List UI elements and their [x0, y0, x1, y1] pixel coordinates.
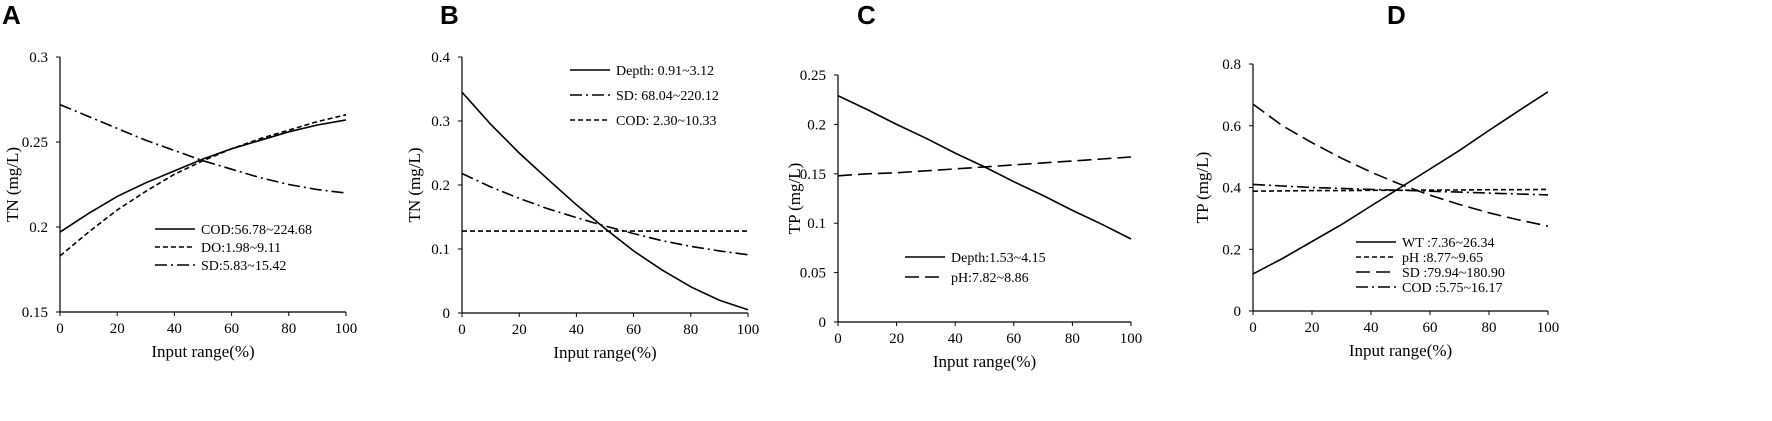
legend-label-3: SD:5.83~15.42 [201, 259, 286, 274]
x-tick-label: 80 [1482, 320, 1497, 336]
legend-label-1: COD:56.78~224.68 [201, 223, 312, 238]
y-tick-label: 0.2 [431, 178, 450, 194]
x-tick-label: 60 [1006, 331, 1021, 347]
legend-label-3: SD :79.94~180.90 [1402, 266, 1505, 281]
x-tick-label: 100 [1537, 320, 1560, 336]
x-tick-label: 40 [1364, 320, 1379, 336]
series-line-2 [837, 156, 1132, 177]
series-line-3 [59, 103, 347, 194]
y-tick-label: 0.05 [800, 266, 826, 282]
x-tick-label: 20 [1305, 320, 1320, 336]
x-tick-label: 40 [167, 321, 182, 337]
legend-label-3: COD: 2.30~10.33 [616, 114, 717, 129]
panel-letter-d: D [1387, 0, 1406, 30]
x-tick-label: 0 [834, 331, 842, 347]
y-tick-label: 0.3 [431, 114, 450, 130]
x-axis-title: Input range(%) [1349, 341, 1452, 360]
panel-letter-a: A [2, 0, 21, 30]
x-tick-label: 0 [1249, 320, 1257, 336]
y-tick-label: 0.2 [29, 220, 48, 236]
panel-letter-c: C [857, 0, 876, 30]
x-tick-label: 40 [569, 322, 584, 338]
x-tick-label: 100 [737, 322, 760, 338]
y-tick-label: 0.1 [807, 216, 826, 232]
x-axis-title: Input range(%) [553, 343, 656, 362]
y-tick-label: 0.15 [22, 305, 48, 321]
chart-panel-a: 0 20 40 60 80 100 0.15 0.2 0.25 0.3 Input range(%)… [3, 50, 357, 361]
y-tick-label: 0.4 [431, 50, 450, 66]
y-tick-label: 0.4 [1222, 181, 1241, 197]
x-axis-title: Input range(%) [151, 342, 254, 361]
legend-label-1: Depth:1.53~4.15 [951, 251, 1046, 266]
y-tick-label: 0.15 [800, 167, 826, 183]
x-tick-label: 0 [458, 322, 466, 338]
y-axis-title: TP (mg/L) [785, 163, 804, 235]
y-tick-label: 0 [443, 306, 451, 322]
y-tick-label: 0.25 [22, 135, 48, 151]
panel-letter-b: B [440, 0, 459, 30]
y-tick-label: 0.2 [1222, 242, 1241, 258]
series-line-2 [1252, 188, 1549, 192]
chart-panel-d: 0 20 40 60 80 100 0 0.2 0.4 0.6 0.8 Input range(%) T… [1193, 57, 1559, 360]
series-line-1 [461, 91, 749, 311]
series-line-4 [1252, 183, 1549, 196]
x-tick-label: 100 [1120, 331, 1143, 347]
y-axis-title: TN (mg/L) [405, 147, 424, 222]
x-axis-title: Input range(%) [933, 352, 1036, 371]
charts-layer: 0 20 40 60 80 100 0.15 0.2 0.25 0.3 Input range(%)… [3, 50, 1559, 371]
series-line-2 [461, 172, 749, 256]
y-axis-title: TN (mg/L) [3, 147, 22, 222]
y-tick-label: 0.8 [1222, 57, 1241, 73]
y-tick-label: 0.2 [807, 117, 826, 133]
series-line-3 [1252, 103, 1549, 227]
y-tick-label: 0.3 [29, 50, 48, 66]
series-line-1 [59, 119, 347, 233]
x-tick-label: 0 [56, 321, 64, 337]
x-tick-label: 100 [335, 321, 358, 337]
x-tick-label: 40 [948, 331, 963, 347]
legend-label-1: WT :7.36~26.34 [1402, 236, 1494, 251]
x-tick-label: 20 [110, 321, 125, 337]
x-tick-label: 60 [224, 321, 239, 337]
x-tick-label: 80 [281, 321, 296, 337]
y-tick-label: 0.25 [800, 68, 826, 84]
x-tick-label: 60 [1423, 320, 1438, 336]
legend-label-2: DO:1.98~9.11 [201, 241, 281, 256]
y-tick-label: 0 [1234, 304, 1242, 320]
legend-label-4: COD :5.75~16.17 [1402, 281, 1503, 296]
x-tick-label: 80 [683, 322, 698, 338]
y-axis-title: TP (mg/L) [1193, 152, 1212, 224]
legend-label-2: pH :8.77~9.65 [1402, 251, 1483, 266]
chart-panel-c: 0 20 40 60 80 100 0 0.05 0.1 0.15 0.2 0.25 Input ran… [785, 68, 1142, 371]
legend-label-1: Depth: 0.91~3.12 [616, 64, 714, 79]
chart-panel-b: 0 20 40 60 80 100 0 0.1 0.2 0.3 0.4 Input range(%) T… [405, 50, 759, 362]
x-tick-label: 60 [626, 322, 641, 338]
x-tick-label: 20 [889, 331, 904, 347]
legend-label-2: SD: 68.04~220.12 [616, 89, 719, 104]
series-line-2 [59, 114, 347, 257]
series-line-1 [1252, 91, 1549, 275]
x-tick-label: 80 [1065, 331, 1080, 347]
y-tick-label: 0 [819, 315, 827, 331]
y-tick-label: 0.6 [1222, 119, 1241, 135]
y-tick-label: 0.1 [431, 242, 450, 258]
legend-label-2: pH:7.82~8.86 [951, 271, 1029, 286]
x-tick-label: 20 [512, 322, 527, 338]
